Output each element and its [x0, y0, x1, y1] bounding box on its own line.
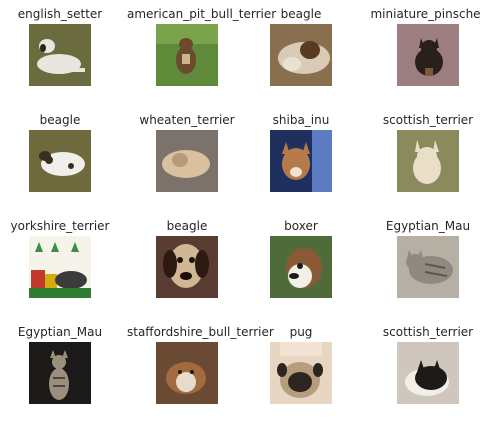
image-label: english_setter: [17, 7, 103, 21]
grid-cell: beagle: [241, 0, 361, 106]
photo-graphic: [29, 342, 91, 404]
pet-photo: [156, 342, 218, 404]
grid-cell: american_pit_bull_terrier: [127, 0, 277, 106]
grid-cell: beagle: [0, 106, 120, 212]
photo-graphic: [397, 130, 459, 192]
image-label: beagle: [280, 7, 322, 21]
grid-cell: english_setter: [0, 0, 120, 106]
photo-graphic: [156, 342, 218, 404]
photo-graphic: [156, 130, 218, 192]
pet-photo: [270, 24, 332, 86]
pet-photo: [29, 130, 91, 192]
image-label: pug: [289, 325, 313, 339]
pet-photo: [397, 130, 459, 192]
grid-cell: scottish_terrier: [368, 106, 480, 212]
grid-cell: shiba_inu: [241, 106, 361, 212]
grid-cell: scottish_terrier: [368, 318, 480, 424]
image-label: Egyptian_Mau: [17, 325, 103, 339]
pet-photo: [397, 342, 459, 404]
photo-graphic: [29, 24, 91, 86]
image-label: scottish_terrier: [382, 325, 474, 339]
photo-graphic: [270, 236, 332, 298]
grid-cell: yorkshire_terrier: [0, 212, 120, 318]
image-label: boxer: [284, 219, 318, 233]
pet-photo: [156, 236, 218, 298]
image-label: yorkshire_terrier: [10, 219, 110, 233]
grid-cell: boxer: [241, 212, 361, 318]
photo-graphic: [270, 342, 332, 404]
image-label: Egyptian_Mau: [385, 219, 471, 233]
image-label: shiba_inu: [272, 113, 330, 127]
grid-cell: pug: [241, 318, 361, 424]
pet-photo: [156, 24, 218, 86]
pet-photo: [270, 236, 332, 298]
image-label: staffordshire_bull_terrier: [127, 325, 274, 339]
photo-graphic: [397, 24, 459, 86]
photo-graphic: [397, 236, 459, 298]
photo-graphic: [397, 342, 459, 404]
pet-photo: [270, 130, 332, 192]
photo-graphic: [156, 236, 218, 298]
pet-photo: [397, 236, 459, 298]
image-label: scottish_terrier: [382, 113, 474, 127]
photo-graphic: [270, 24, 332, 86]
grid-cell: miniature_pinscher: [368, 0, 480, 106]
photo-graphic: [29, 130, 91, 192]
grid-cell: Egyptian_Mau: [0, 318, 120, 424]
pet-photo: [29, 236, 91, 298]
pet-photo: [397, 24, 459, 86]
pet-photo: [270, 342, 332, 404]
photo-graphic: [270, 130, 332, 192]
grid-cell: staffordshire_bull_terrier: [127, 318, 274, 424]
image-label: american_pit_bull_terrier: [127, 7, 277, 21]
image-label: beagle: [39, 113, 81, 127]
grid-cell: wheaten_terrier: [127, 106, 247, 212]
image-label: miniature_pinscher: [370, 7, 480, 21]
photo-graphic: [156, 24, 218, 86]
image-label: wheaten_terrier: [139, 113, 235, 127]
grid-cell: Egyptian_Mau: [368, 212, 480, 318]
image-label: beagle: [166, 219, 208, 233]
pet-photo: [29, 24, 91, 86]
photo-graphic: [29, 236, 91, 298]
grid-cell: beagle: [127, 212, 247, 318]
pet-photo: [29, 342, 91, 404]
pet-photo: [156, 130, 218, 192]
